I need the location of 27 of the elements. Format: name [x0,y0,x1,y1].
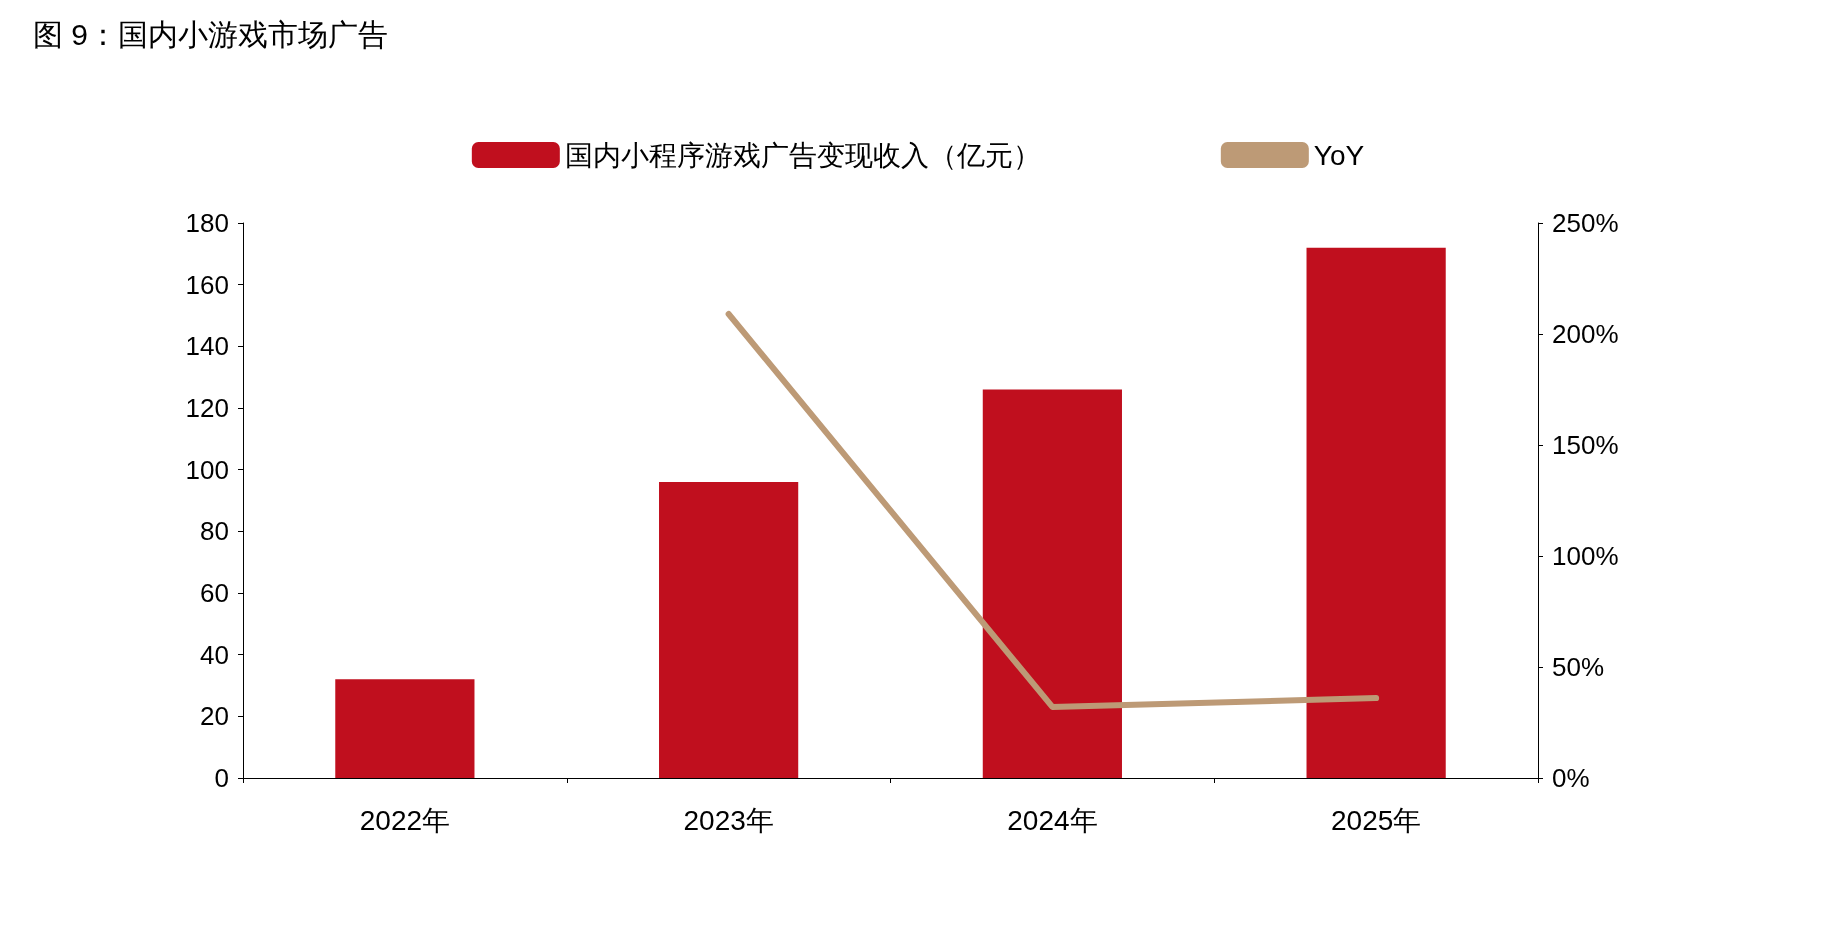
y-tick-label: 80 [200,516,229,547]
y2-tick-label: 0% [1552,763,1590,793]
bar [982,389,1122,778]
y-tick-label: 40 [200,639,229,670]
y2-tick-label: 50% [1552,652,1605,682]
y2-tick-label: 100% [1552,541,1619,571]
y2-tick-label: 150% [1552,430,1619,460]
y-tick-label: 60 [200,578,229,608]
y-tick-label: 160 [185,269,229,300]
y-tick-label: 140 [185,331,229,362]
chart-title: 图 9：国内小游戏市场广告 [33,17,389,51]
bar [659,482,799,778]
x-tick-label: 2025年 [1330,804,1422,836]
x-tick-label: 2024年 [1007,804,1098,836]
legend-label: 国内小程序游戏广告变现收入（亿元） [564,139,1041,171]
y-tick-label: 180 [185,208,229,238]
x-tick-label: 2023年 [683,804,774,836]
y-tick-label: 0 [214,763,229,793]
y-tick-label: 100 [185,454,229,485]
y2-tick-label: 200% [1552,319,1619,349]
legend-label: YoY [1313,139,1365,171]
y-tick-label: 120 [185,393,229,423]
x-tick-label: 2022年 [359,804,451,836]
bar [1306,247,1446,778]
y-tick-label: 20 [200,701,229,732]
bar [335,679,475,778]
y2-tick-label: 250% [1552,208,1619,238]
